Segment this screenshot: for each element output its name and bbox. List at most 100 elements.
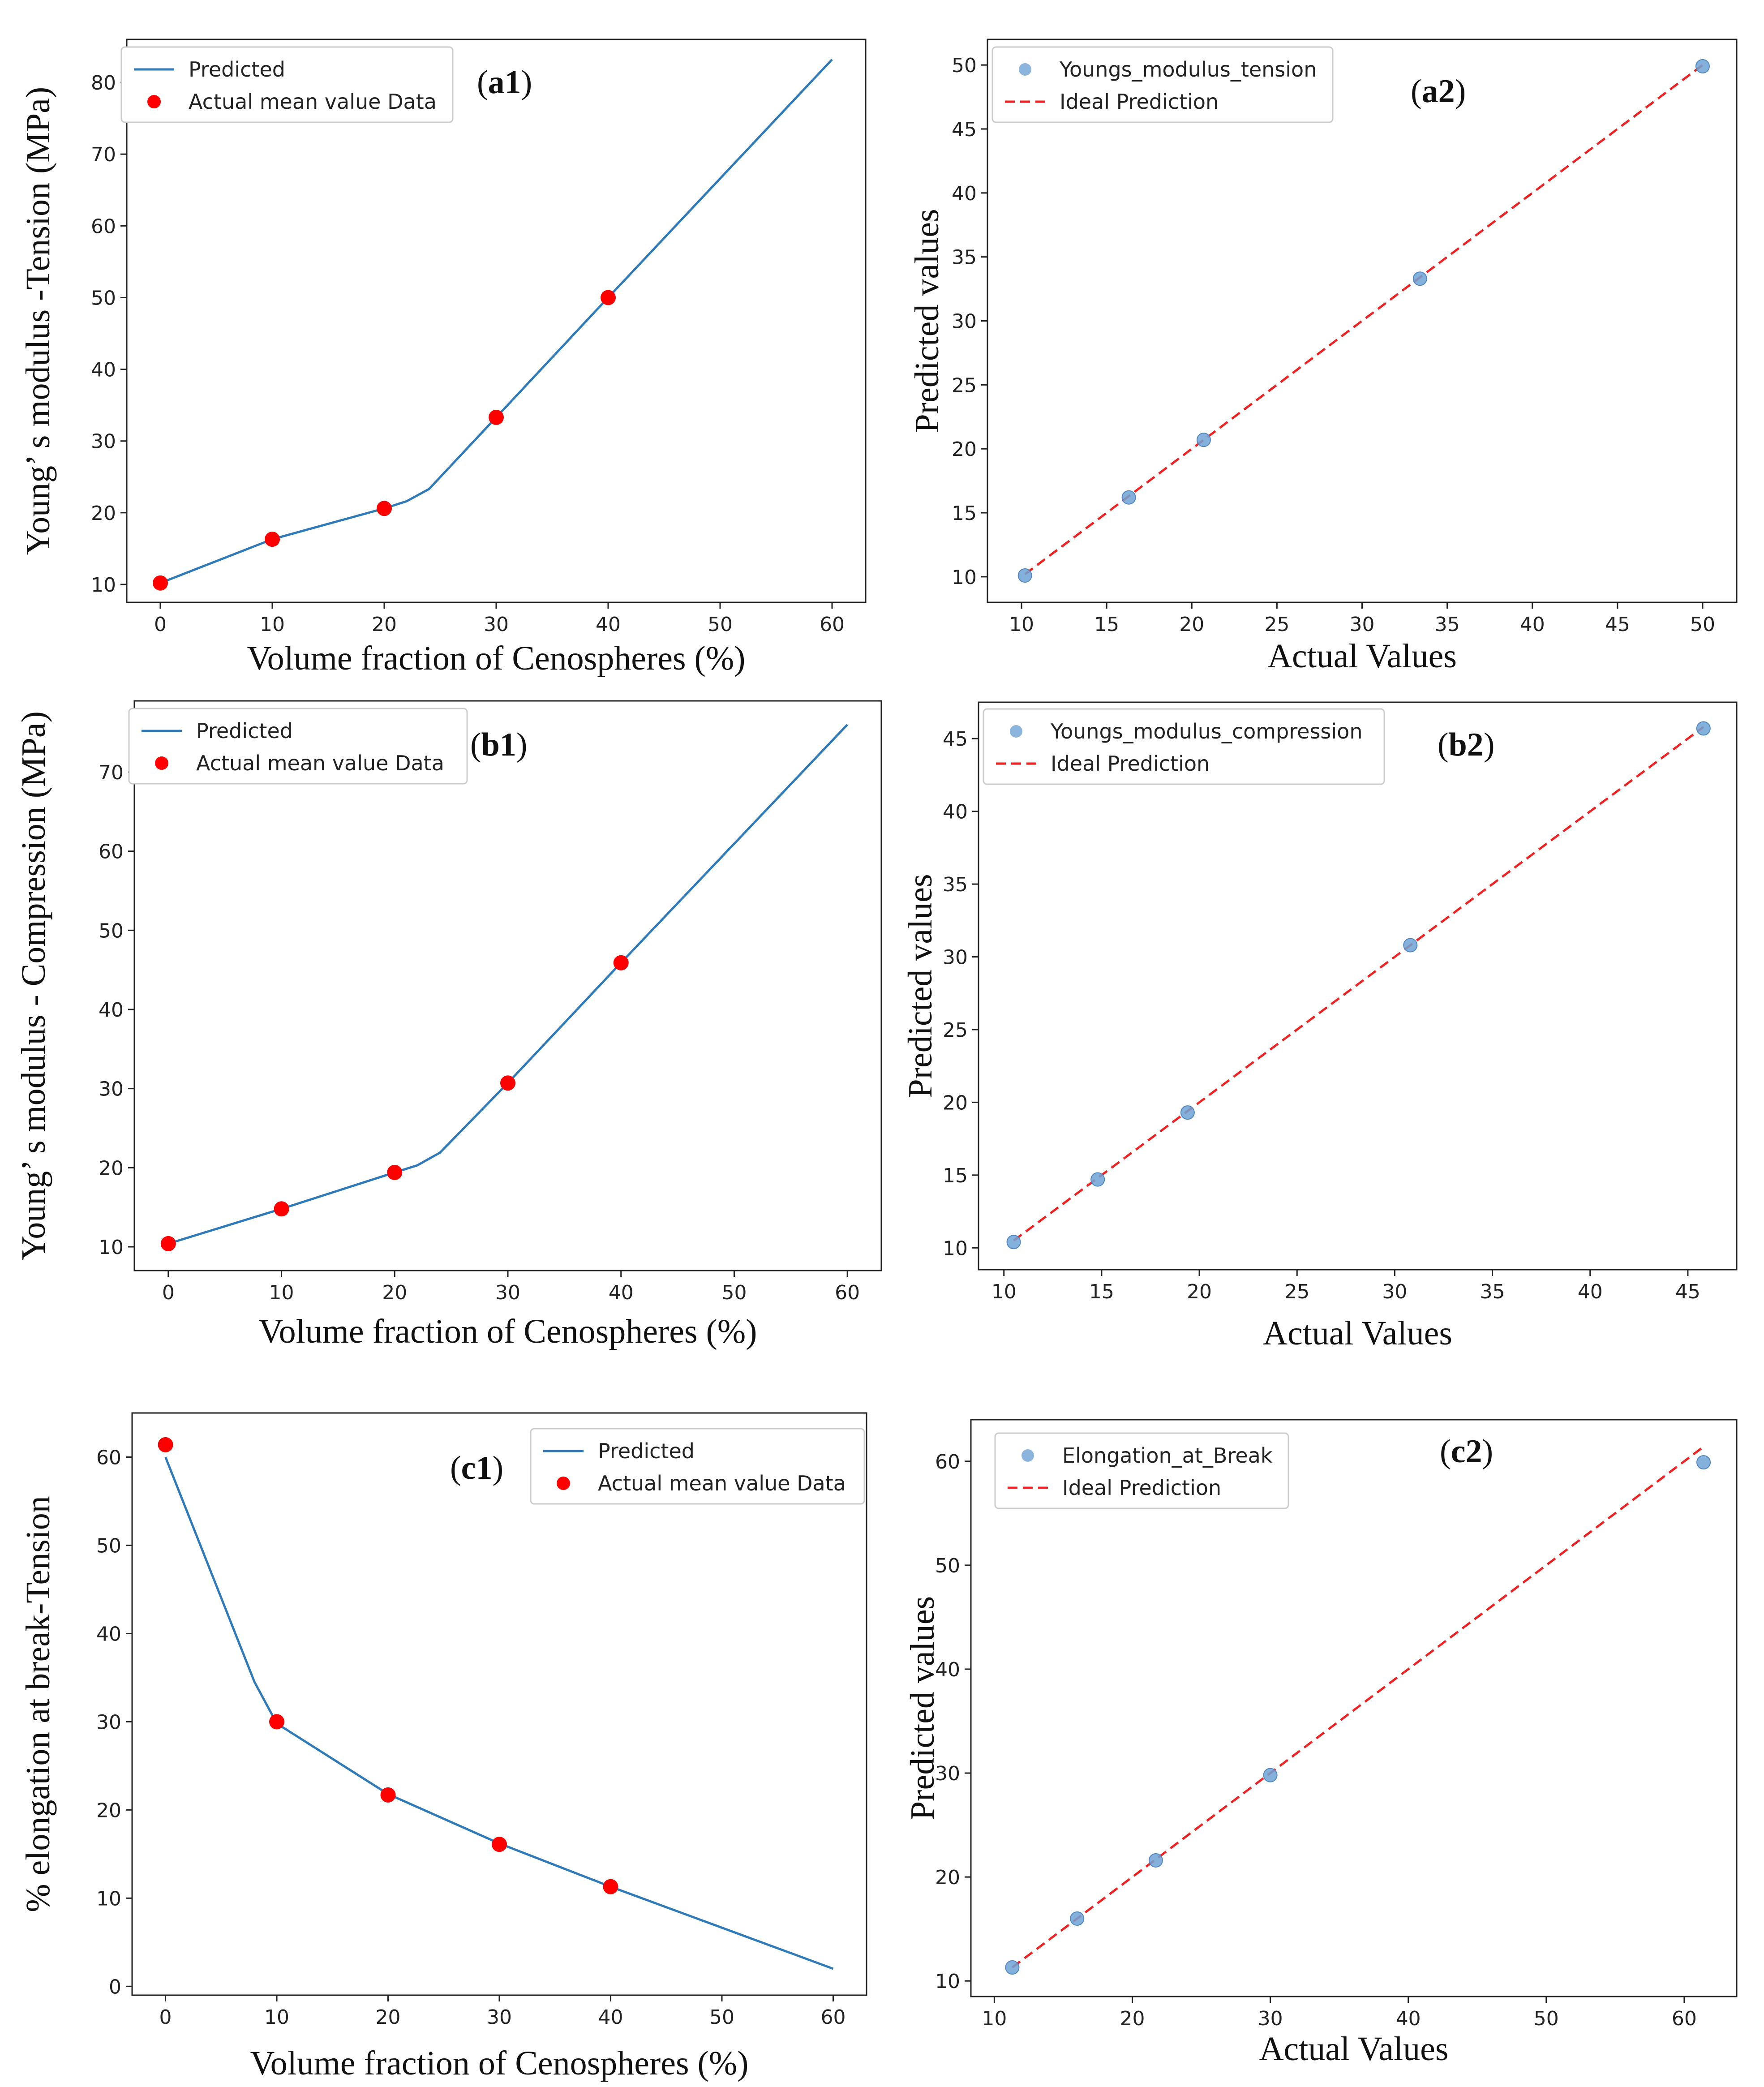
b2-ytick-label: 30 [943,946,968,969]
b2-ytick-label: 40 [943,801,968,824]
a1-ylabel: Young’ s modulus -Tension (MPa) [19,87,57,555]
c2-scatter-point [1005,1960,1020,1975]
b2-legend-ideal-label: Ideal Prediction [1051,751,1210,776]
a2-ideal-line [1024,64,1704,575]
a2-xtick-label: 40 [1520,613,1545,636]
a2-xtick-label: 50 [1690,613,1715,636]
b2-ytick-label: 20 [943,1091,968,1114]
c2-scatter-points [1005,1455,1711,1975]
c2-xtick-label: 30 [1258,2007,1283,2030]
a1-actual-markers [153,290,616,591]
b2-scatter-points [1006,721,1711,1250]
b1-ytick-label: 30 [99,1078,124,1101]
b1-ytick-label: 20 [99,1157,124,1180]
a1-predicted-line [160,59,833,584]
c1-xtick-label: 50 [709,2006,734,2029]
a2-legend-box [991,46,1334,123]
a2-ylabel: Predicted values [908,209,946,433]
panel-c1: 0 10 20 30 40 50 60 0 10 20 30 40 50 60 Predicted Act… [19,1412,867,2082]
c2-ytick-label: 20 [935,1866,960,1889]
a2-ytick-label: 50 [952,54,977,77]
c2-legend-ideal-label: Ideal Prediction [1062,1476,1221,1500]
b2-ytick-label: 10 [943,1237,968,1260]
a2-xtick-label: 10 [1009,613,1034,636]
a2-ytick-label: 10 [952,566,977,589]
c2-grid: 10 20 30 40 50 60 10 20 30 40 50 60 [935,1451,1697,2030]
a1-legend-marker-swatch [147,95,161,108]
a1-legend: Predicted Actual mean value Data [120,46,454,123]
a2-scatter-point [1412,271,1427,286]
c2-ytick-label: 10 [935,1970,960,1993]
a2-xtick-label: 25 [1264,613,1289,636]
c1-ylabel: % elongation at break-Tension [19,1496,57,1912]
c2-legend-scatter-swatch [1021,1449,1034,1462]
a2-panel-label: (a2) [1411,73,1466,110]
b2-scatter-point [1696,721,1711,736]
b2-panel-label: (b2) [1438,726,1494,763]
b2-xtick-label: 40 [1578,1280,1603,1303]
b1-xtick-label: 0 [162,1281,175,1304]
c1-legend-actual-label: Actual mean value Data [598,1471,846,1495]
c1-actual-point [603,1879,618,1894]
a2-xtick-label: 15 [1094,613,1119,636]
b1-xlabel: Volume fraction of Cenospheres (%) [259,1313,757,1350]
b1-ytick-label: 40 [99,999,124,1022]
b2-xtick-label: 30 [1382,1280,1407,1303]
b2-scatter-point [1180,1105,1195,1120]
b1-panel-label: (b1) [470,726,527,763]
b2-grid: 10 15 20 25 30 35 40 45 10 15 20 25 30 35 40 45 [943,728,1700,1303]
b1-ylabel: Young’ s modulus - Compression (MPa) [15,711,52,1260]
b2-xtick-label: 20 [1187,1280,1212,1303]
a2-ytick-label: 40 [952,182,977,205]
a1-ytick-label: 80 [91,72,116,94]
c1-ytick-label: 10 [96,1887,121,1910]
c2-legend-scatter-label: Elongation_at_Break [1062,1443,1273,1468]
b1-actual-point [387,1164,403,1180]
panel-c2: 10 20 30 40 50 60 10 20 30 40 50 60 Elongation_at_B… [904,1419,1738,2068]
a2-xtick-label: 45 [1605,613,1630,636]
a2-xlabel: Actual Values [1267,637,1457,675]
a1-ytick-label: 10 [91,574,116,597]
b1-actual-point [500,1075,515,1091]
b1-xtick-label: 10 [269,1281,294,1304]
a2-legend-scatter-swatch [1019,63,1031,76]
b2-ytick-label: 35 [943,873,968,896]
c1-xlabel: Volume fraction of Cenospheres (%) [250,2044,749,2082]
c1-ytick-label: 50 [96,1534,121,1557]
c2-ideal-line [1011,1446,1704,1969]
c1-ytick-label: 40 [96,1623,121,1645]
c1-legend: Predicted Actual mean value Data [530,1428,865,1505]
c1-panel-label: (c1) [450,1450,503,1486]
a1-ytick-label: 20 [91,502,116,525]
a2-scatter-points [1017,59,1710,583]
a1-actual-point [601,290,616,305]
c1-xtick-label: 0 [159,2006,172,2029]
a1-actual-point [377,501,392,516]
panel-a1: 0 10 20 30 40 50 60 10 20 30 40 50 60 70 80 Predicted … [19,39,867,677]
a2-axes-frame [987,39,1738,603]
b1-xtick-label: 60 [835,1281,860,1304]
a1-xtick-label: 40 [596,613,621,636]
b1-legend-marker-swatch [155,756,168,770]
c1-ytick-label: 20 [96,1799,121,1822]
c1-axes-frame [131,1412,867,1996]
a2-legend-scatter-label: Youngs_modulus_tension [1059,57,1317,82]
a1-actual-point [265,532,280,547]
b1-legend-actual-label: Actual mean value Data [196,751,444,775]
b1-xtick-label: 30 [495,1281,520,1304]
b1-ytick-label: 10 [99,1236,124,1259]
c1-actual-markers [158,1437,618,1894]
a1-xlabel: Volume fraction of Cenospheres (%) [247,640,746,677]
b1-xtick-label: 20 [382,1281,407,1304]
c1-grid: 0 10 20 30 40 50 60 0 10 20 30 40 50 60 [96,1446,846,2029]
a2-ytick-label: 25 [952,374,977,397]
b1-legend: Predicted Actual mean value Data [128,708,468,785]
c1-xtick-label: 60 [820,2006,846,2029]
c2-scatter-point [1696,1455,1711,1470]
a1-actual-point [489,409,504,425]
a1-xtick-label: 0 [154,613,167,636]
b2-xtick-label: 15 [1089,1280,1114,1303]
b2-legend-box [983,708,1385,785]
c2-xlabel: Actual Values [1259,2030,1449,2068]
